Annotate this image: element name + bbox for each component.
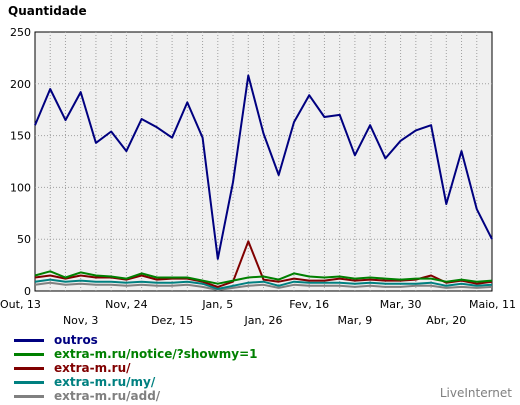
legend-item: outros [14, 333, 258, 347]
legend-swatch [14, 352, 44, 356]
y-tick-label: 100 [10, 181, 31, 194]
series-line [34, 74, 493, 260]
x-tick-label: Nov, 24 [105, 298, 147, 311]
y-tick-label: 50 [17, 233, 31, 246]
x-tick-label: Mar, 30 [380, 298, 422, 311]
legend-label: extra-m.ru/add/ [54, 389, 161, 403]
y-ticks: 0 50 100 150 200 250 [10, 26, 31, 298]
series-line [34, 270, 493, 285]
x-tick-label: Jan, 5 [201, 298, 233, 311]
legend-swatch [14, 338, 44, 342]
legend-item: extra-m.ru/notice/?showmy=1 [14, 347, 258, 361]
brand-label: LiveInternet [439, 386, 512, 400]
line-chart: Quantidade 0 50 100 150 200 250 Out, 13 Nov, 2… [0, 4, 516, 327]
grid-lines [35, 32, 492, 291]
series-line [34, 278, 493, 290]
y-tick-label: 150 [10, 130, 31, 143]
y-tick-label: 0 [24, 285, 31, 298]
legend-item: extra-m.ru/add/ [14, 389, 258, 403]
x-tick-label: Maio, 11 [469, 298, 516, 311]
x-tick-label: Nov, 3 [63, 314, 98, 327]
x-tick-label: Mar, 9 [338, 314, 373, 327]
legend-swatch [14, 366, 44, 370]
x-tick-label: Fev, 16 [289, 298, 329, 311]
legend: outros extra-m.ru/notice/?showmy=1 extra-m… [14, 333, 258, 403]
legend-swatch [14, 380, 44, 384]
legend-label: extra-m.ru/my/ [54, 375, 156, 389]
x-tick-label: Jan, 26 [244, 314, 283, 327]
legend-label: extra-m.ru/ [54, 361, 131, 375]
x-tick-label: Dez, 15 [151, 314, 193, 327]
x-tick-label: Abr, 20 [426, 314, 466, 327]
legend-label: outros [54, 333, 98, 347]
legend-label: extra-m.ru/notice/?showmy=1 [54, 347, 258, 361]
x-ticks: Out, 13 Nov, 24 Jan, 5 Fev, 16 Mar, 30 Maio, … [0, 298, 516, 327]
legend-item: extra-m.ru/ [14, 361, 258, 375]
x-tick-label: Out, 13 [0, 298, 41, 311]
y-axis-label: Quantidade [8, 4, 87, 18]
y-tick-label: 250 [10, 26, 31, 39]
y-tick-label: 200 [10, 78, 31, 91]
series-lines [34, 74, 493, 291]
series-line [34, 281, 493, 291]
legend-swatch [14, 394, 44, 398]
legend-item: extra-m.ru/my/ [14, 375, 258, 389]
